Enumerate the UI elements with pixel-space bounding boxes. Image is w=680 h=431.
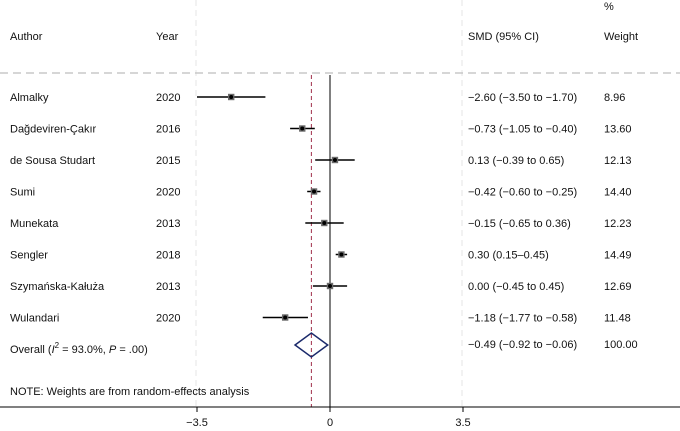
overall-label-sup: 2	[55, 341, 60, 350]
study-ci-text: −1.18 (−1.77 to −0.58)	[468, 313, 577, 325]
study-year: 2016	[156, 124, 180, 136]
study-rows: Almalky 2020 −2.60 (−3.50 to −1.70) 8.96 Dağ…	[10, 92, 632, 325]
study-ci-text: −0.73 (−1.05 to −0.40)	[468, 124, 577, 136]
overall-label: Overall (I2 = 93.0%, P = .00)	[10, 341, 148, 356]
study-year: 2020	[156, 92, 180, 104]
overall-ci-text: −0.49 (−0.92 to −0.06)	[468, 339, 577, 351]
study-weight: 11.48	[604, 313, 631, 325]
study-point	[332, 158, 337, 162]
study-year: 2018	[156, 250, 180, 262]
overall-label-p: P	[109, 344, 117, 356]
study-ci-text: 0.00 (−0.45 to 0.45)	[468, 281, 564, 293]
overall-label-end: = .00)	[116, 344, 148, 356]
study-ci-text: −0.15 (−0.65 to 0.36)	[468, 218, 571, 230]
note-text: NOTE: Weights are from random-effects an…	[10, 386, 250, 398]
study-point	[300, 126, 305, 131]
study-year: 2020	[156, 313, 180, 325]
header-author: Author	[10, 31, 43, 43]
study-weight: 8.96	[604, 92, 625, 104]
study-weight: 12.69	[604, 281, 632, 293]
x-tick-label: −3.5	[186, 417, 208, 429]
study-author: Almalky	[10, 92, 49, 104]
study-weight: 12.13	[604, 155, 632, 167]
plot-marks	[197, 75, 355, 407]
overall-label-prefix: Overall (	[10, 344, 52, 356]
header-ci: SMD (95% CI)	[468, 31, 539, 43]
study-point	[312, 189, 317, 194]
study-point	[339, 252, 344, 257]
study-author: Szymańska-Kałuża	[10, 281, 105, 293]
x-tick-label: 3.5	[455, 417, 470, 429]
x-tick-label: 0	[327, 417, 333, 429]
study-ci-text: −2.60 (−3.50 to −1.70)	[468, 92, 577, 104]
overall-label-i: I	[52, 344, 55, 356]
study-ci-text: 0.30 (0.15–0.45)	[468, 250, 549, 262]
study-author: de Sousa Studart	[10, 155, 95, 167]
header-year: Year	[156, 31, 179, 43]
study-ci-text: −0.42 (−0.60 to −0.25)	[468, 187, 577, 199]
study-point	[322, 221, 327, 225]
study-ci-text: 0.13 (−0.39 to 0.65)	[468, 155, 564, 167]
header-weight-pct: %	[604, 1, 614, 13]
study-author: Munekata	[10, 218, 59, 230]
study-point	[229, 95, 234, 99]
overall-weight: 100.00	[604, 339, 638, 351]
study-author: Sumi	[10, 187, 35, 199]
study-year: 2020	[156, 187, 180, 199]
study-author: Sengler	[10, 250, 48, 262]
study-weight: 12.23	[604, 218, 632, 230]
study-year: 2015	[156, 155, 180, 167]
study-author: Wulandari	[10, 313, 59, 325]
study-point	[283, 315, 288, 320]
study-weight: 13.60	[604, 124, 632, 136]
study-weight: 14.49	[604, 250, 632, 262]
study-weight: 14.40	[604, 187, 632, 199]
x-axis-ticks: −3.5 0 3.5	[186, 407, 471, 429]
study-point	[328, 284, 332, 288]
study-author: Dağdeviren-Çakır	[10, 124, 97, 136]
study-year: 2013	[156, 218, 180, 230]
header-weight: Weight	[604, 31, 638, 43]
study-year: 2013	[156, 281, 180, 293]
overall-label-rest: = 93.0%,	[59, 344, 109, 356]
overall-diamond	[293, 332, 329, 358]
